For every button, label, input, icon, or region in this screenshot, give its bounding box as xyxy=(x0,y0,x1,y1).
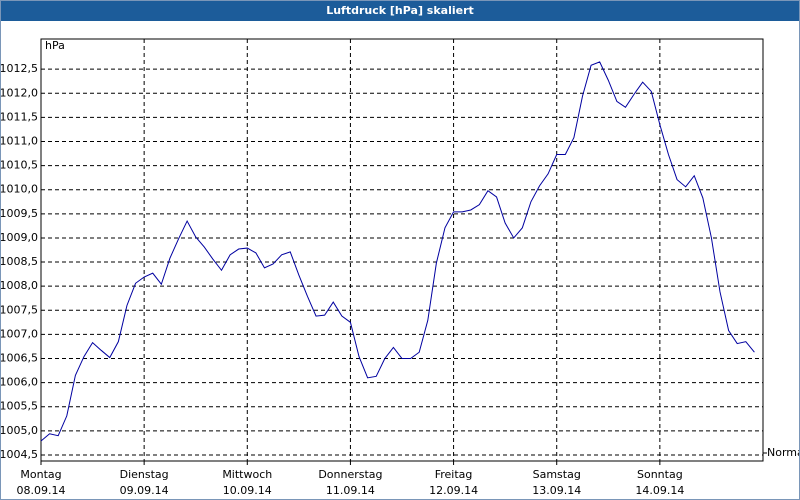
x-tick-date: 08.09.14 xyxy=(17,484,66,497)
y-tick-label: 1005,0 xyxy=(1,424,38,437)
y-tick-label: 1006,0 xyxy=(1,376,38,389)
y-tick-label: 1005,5 xyxy=(1,400,38,413)
y-tick-label: 1009,5 xyxy=(1,207,38,220)
x-tick-label: Mittwoch xyxy=(222,468,272,481)
y-tick-label: 1012,5 xyxy=(1,62,38,75)
y-tick-label: 1012,0 xyxy=(1,86,38,99)
y-tick-label: 1004,5 xyxy=(1,448,38,461)
x-tick-label: Freitag xyxy=(435,468,473,481)
x-tick-label: Samstag xyxy=(533,468,581,481)
legend-label: Normal xyxy=(767,446,799,459)
x-tick-date: 12.09.14 xyxy=(429,484,478,497)
x-tick-date: 13.09.14 xyxy=(532,484,581,497)
x-tick-date: 09.09.14 xyxy=(120,484,169,497)
x-tick-label: Sonntag xyxy=(637,468,683,481)
x-tick-date: 10.09.14 xyxy=(223,484,272,497)
x-tick-label: Dienstag xyxy=(120,468,169,481)
data-line xyxy=(40,61,755,442)
y-tick-label: 1010,0 xyxy=(1,183,38,196)
plot-frame xyxy=(40,38,764,462)
y-tick-label: 1008,0 xyxy=(1,279,38,292)
x-tick-date: 11.09.14 xyxy=(326,484,375,497)
y-tick-label: 1010,5 xyxy=(1,159,38,172)
y-tick-label: 1009,0 xyxy=(1,231,38,244)
x-tick-date: 14.09.14 xyxy=(635,484,684,497)
x-tick-label: Donnerstag xyxy=(318,468,382,481)
y-axis-label: hPa xyxy=(45,39,65,52)
y-tick-label: 1006,5 xyxy=(1,352,38,365)
title-bar: Luftdruck [hPa] skaliert xyxy=(1,1,799,21)
x-tick-label: Montag xyxy=(20,468,61,481)
y-tick-label: 1007,5 xyxy=(1,303,38,316)
y-tick-label: 1011,0 xyxy=(1,134,38,147)
y-tick-label: 1008,5 xyxy=(1,255,38,268)
y-tick-label: 1007,0 xyxy=(1,327,38,340)
y-tick-label: 1011,5 xyxy=(1,110,38,123)
